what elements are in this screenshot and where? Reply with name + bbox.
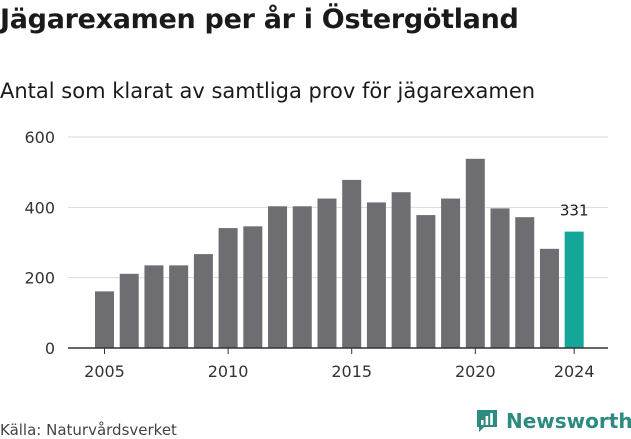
bar: [441, 198, 461, 348]
brand-logo: Newsworthy: [475, 408, 631, 434]
bar: [465, 158, 485, 348]
bar: [193, 254, 213, 348]
bar: [564, 231, 584, 348]
brand-name: Newsworthy: [506, 409, 631, 433]
x-tick-label: 2024: [554, 362, 595, 381]
x-tick-label: 2005: [84, 362, 125, 381]
bar: [416, 215, 436, 348]
source-note: Källa: Naturvårdsverket: [0, 421, 177, 439]
bar: [243, 226, 263, 348]
y-tick-label: 600: [24, 128, 55, 147]
bar: [515, 217, 535, 348]
bar: [95, 291, 114, 348]
x-tick-label: 2020: [455, 362, 496, 381]
chart-subtitle: Antal som klarat av samtliga prov för jä…: [0, 79, 536, 103]
data-label: 331: [560, 202, 589, 220]
bar: [292, 206, 312, 348]
x-tick-label: 2010: [208, 362, 249, 381]
x-tick-label: 2015: [331, 362, 372, 381]
bar: [268, 206, 288, 348]
newsworthy-chart-icon: [477, 410, 497, 432]
bar: [317, 198, 337, 348]
bar: [218, 228, 238, 348]
bar: [539, 248, 559, 348]
bar: [169, 265, 189, 348]
bar: [119, 273, 139, 348]
bar: [342, 179, 362, 348]
bar: [144, 265, 164, 348]
chart-title: Jägarexamen per år i Östergötland: [0, 4, 519, 35]
bar: [366, 202, 386, 348]
y-tick-label: 400: [24, 198, 55, 217]
y-tick-label: 0: [45, 339, 55, 358]
bar: [490, 208, 510, 348]
bar: [391, 192, 411, 348]
y-tick-label: 200: [24, 269, 55, 288]
